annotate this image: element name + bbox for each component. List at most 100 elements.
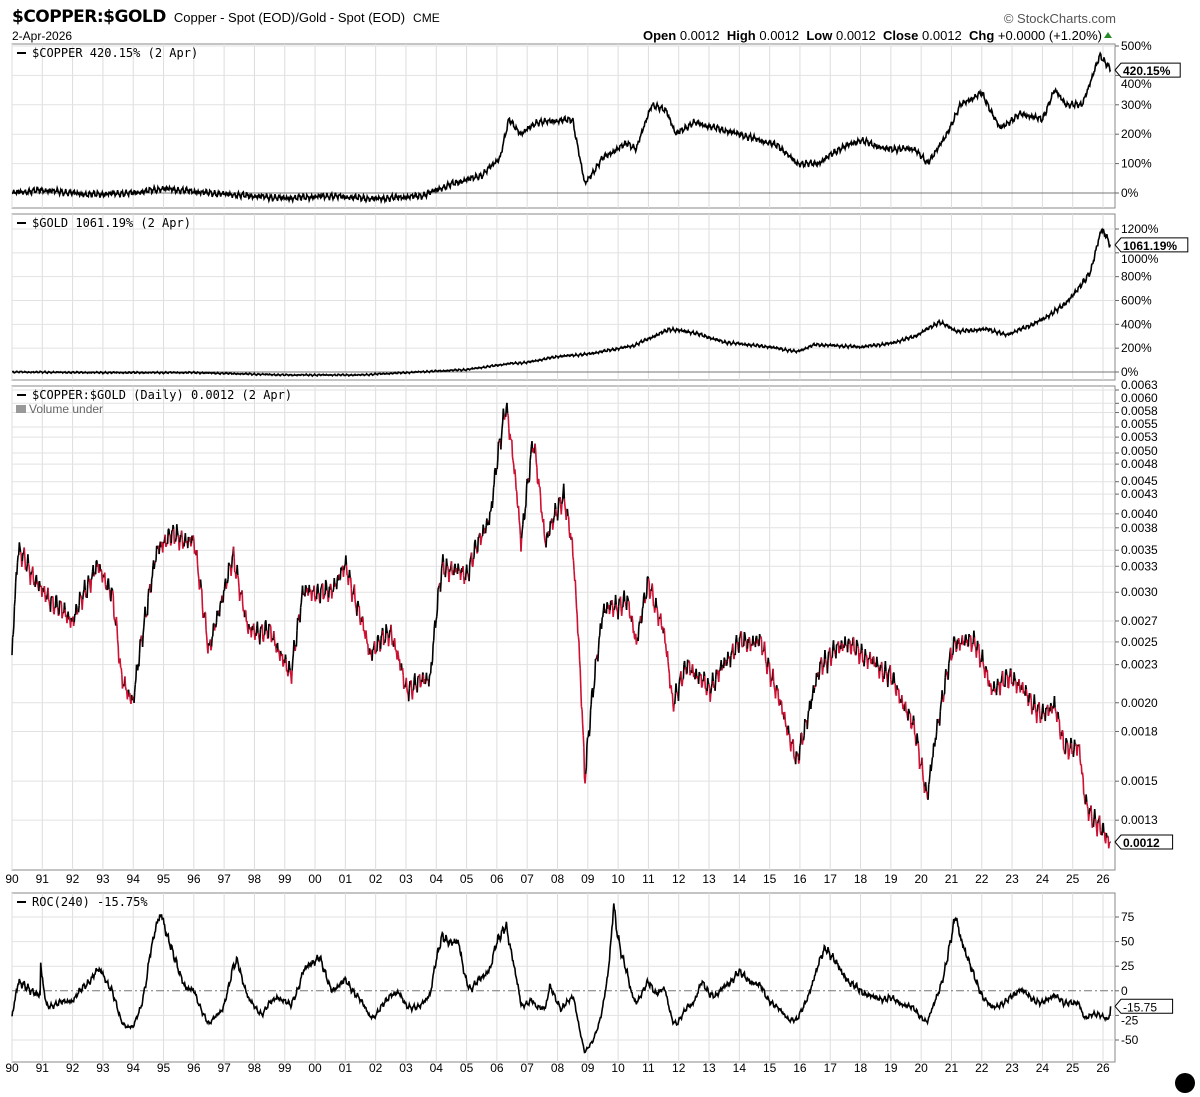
price-segment [651, 583, 654, 593]
price-segment [113, 616, 116, 621]
price-segment [743, 631, 746, 635]
price-segment [1006, 674, 1009, 689]
price-segment [1049, 702, 1053, 706]
price-segment [133, 684, 137, 693]
price-segment [730, 650, 733, 653]
price-segment [536, 467, 539, 484]
price-segment [928, 774, 931, 782]
price-segment [667, 661, 670, 669]
price-segment [731, 643, 735, 656]
price-segment [262, 634, 265, 642]
price-segment [540, 511, 544, 519]
y-tick-label: 0% [1121, 186, 1139, 200]
price-segment [119, 658, 122, 668]
price-segment [465, 564, 469, 574]
y-tick-label: 300% [1121, 98, 1152, 112]
price-segment [565, 509, 568, 520]
brand-label[interactable]: © StockCharts.com [1003, 11, 1116, 26]
price-segment [285, 659, 288, 672]
price-segment [421, 672, 425, 675]
price-segment [102, 574, 105, 576]
price-segment [981, 649, 984, 662]
price-segment [196, 550, 199, 565]
price-segment [608, 609, 611, 615]
price-segment [180, 530, 184, 540]
price-segment [782, 712, 785, 716]
price-segment [876, 656, 879, 664]
price-segment [418, 674, 422, 688]
price-segment [1015, 686, 1018, 694]
price-segment [353, 584, 356, 600]
price-segment [73, 613, 76, 622]
last-value-label: 0.0012 [1123, 836, 1160, 850]
price-segment [774, 687, 777, 699]
price-segment [943, 693, 946, 696]
y-tick-label: 0.0040 [1121, 507, 1158, 521]
price-segment [101, 574, 104, 583]
x-tick-label: 95 [157, 1061, 171, 1075]
price-segment [709, 693, 712, 702]
circle-button[interactable] [1175, 1073, 1195, 1093]
price-segment [473, 543, 476, 558]
price-segment [548, 521, 552, 535]
price-segment [950, 658, 953, 661]
price-segment [635, 640, 638, 645]
price-segment [909, 713, 912, 729]
x-tick-label: 08 [551, 872, 565, 886]
price-segment [539, 486, 542, 497]
y-tick-label: 400% [1121, 317, 1152, 331]
price-segment [88, 578, 91, 587]
price-segment [68, 616, 71, 622]
price-segment [352, 590, 355, 595]
price-segment [169, 542, 173, 546]
price-segment [768, 662, 771, 674]
price-segment [813, 687, 816, 694]
price-segment [58, 600, 61, 615]
price-segment [365, 630, 368, 639]
price-segment [144, 606, 147, 617]
price-segment [799, 732, 802, 744]
price-segment [437, 586, 440, 590]
price-segment [952, 637, 955, 654]
price-segment [716, 669, 719, 677]
price-segment [13, 599, 16, 607]
price-segment [82, 592, 85, 600]
price-segment [113, 619, 116, 623]
price-segment [401, 668, 405, 676]
price-segment [696, 675, 699, 680]
price-segment [1068, 748, 1071, 757]
price-segment [730, 651, 733, 656]
price-segment [982, 666, 986, 670]
price-segment [561, 492, 564, 501]
x-tick-label: 15 [763, 872, 777, 886]
price-segment [343, 564, 346, 567]
price-segment [938, 711, 942, 726]
price-segment [1012, 684, 1015, 687]
x-tick-label: 97 [217, 1061, 231, 1075]
price-segment [825, 663, 828, 666]
price-segment [390, 624, 393, 636]
price-segment [957, 637, 961, 642]
price-segment [806, 719, 809, 730]
price-segment [799, 743, 802, 747]
price-segment [511, 456, 514, 461]
x-tick-label: 01 [339, 872, 353, 886]
price-segment [822, 666, 825, 669]
price-segment [371, 649, 374, 661]
price-segment [845, 644, 847, 647]
panel-copper: 500% 400% 300% 200% 100% 0% $COPPER 420.15% (2… [11, 39, 1181, 209]
price-segment [342, 570, 345, 577]
price-segment [917, 742, 920, 752]
x-tick-label: 22 [975, 872, 989, 886]
open-label: Open [642, 28, 677, 43]
price-segment [803, 719, 806, 736]
price-segment [534, 443, 537, 451]
price-segment [347, 577, 350, 586]
price-segment [581, 723, 585, 736]
price-segment [319, 588, 322, 604]
price-segment [822, 661, 826, 668]
price-segment [855, 639, 859, 643]
price-segment [885, 671, 888, 674]
